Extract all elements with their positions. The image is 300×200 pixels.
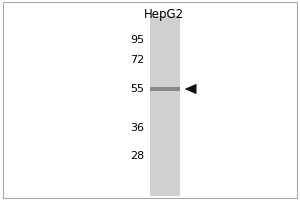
Text: 55: 55 <box>130 84 144 94</box>
Text: 72: 72 <box>130 55 144 65</box>
Polygon shape <box>184 84 196 94</box>
Text: HepG2: HepG2 <box>143 8 184 21</box>
Bar <box>150 16 180 196</box>
Bar <box>150 87 180 91</box>
Text: 28: 28 <box>130 151 144 161</box>
Text: 95: 95 <box>130 35 144 45</box>
Text: 36: 36 <box>130 123 144 133</box>
